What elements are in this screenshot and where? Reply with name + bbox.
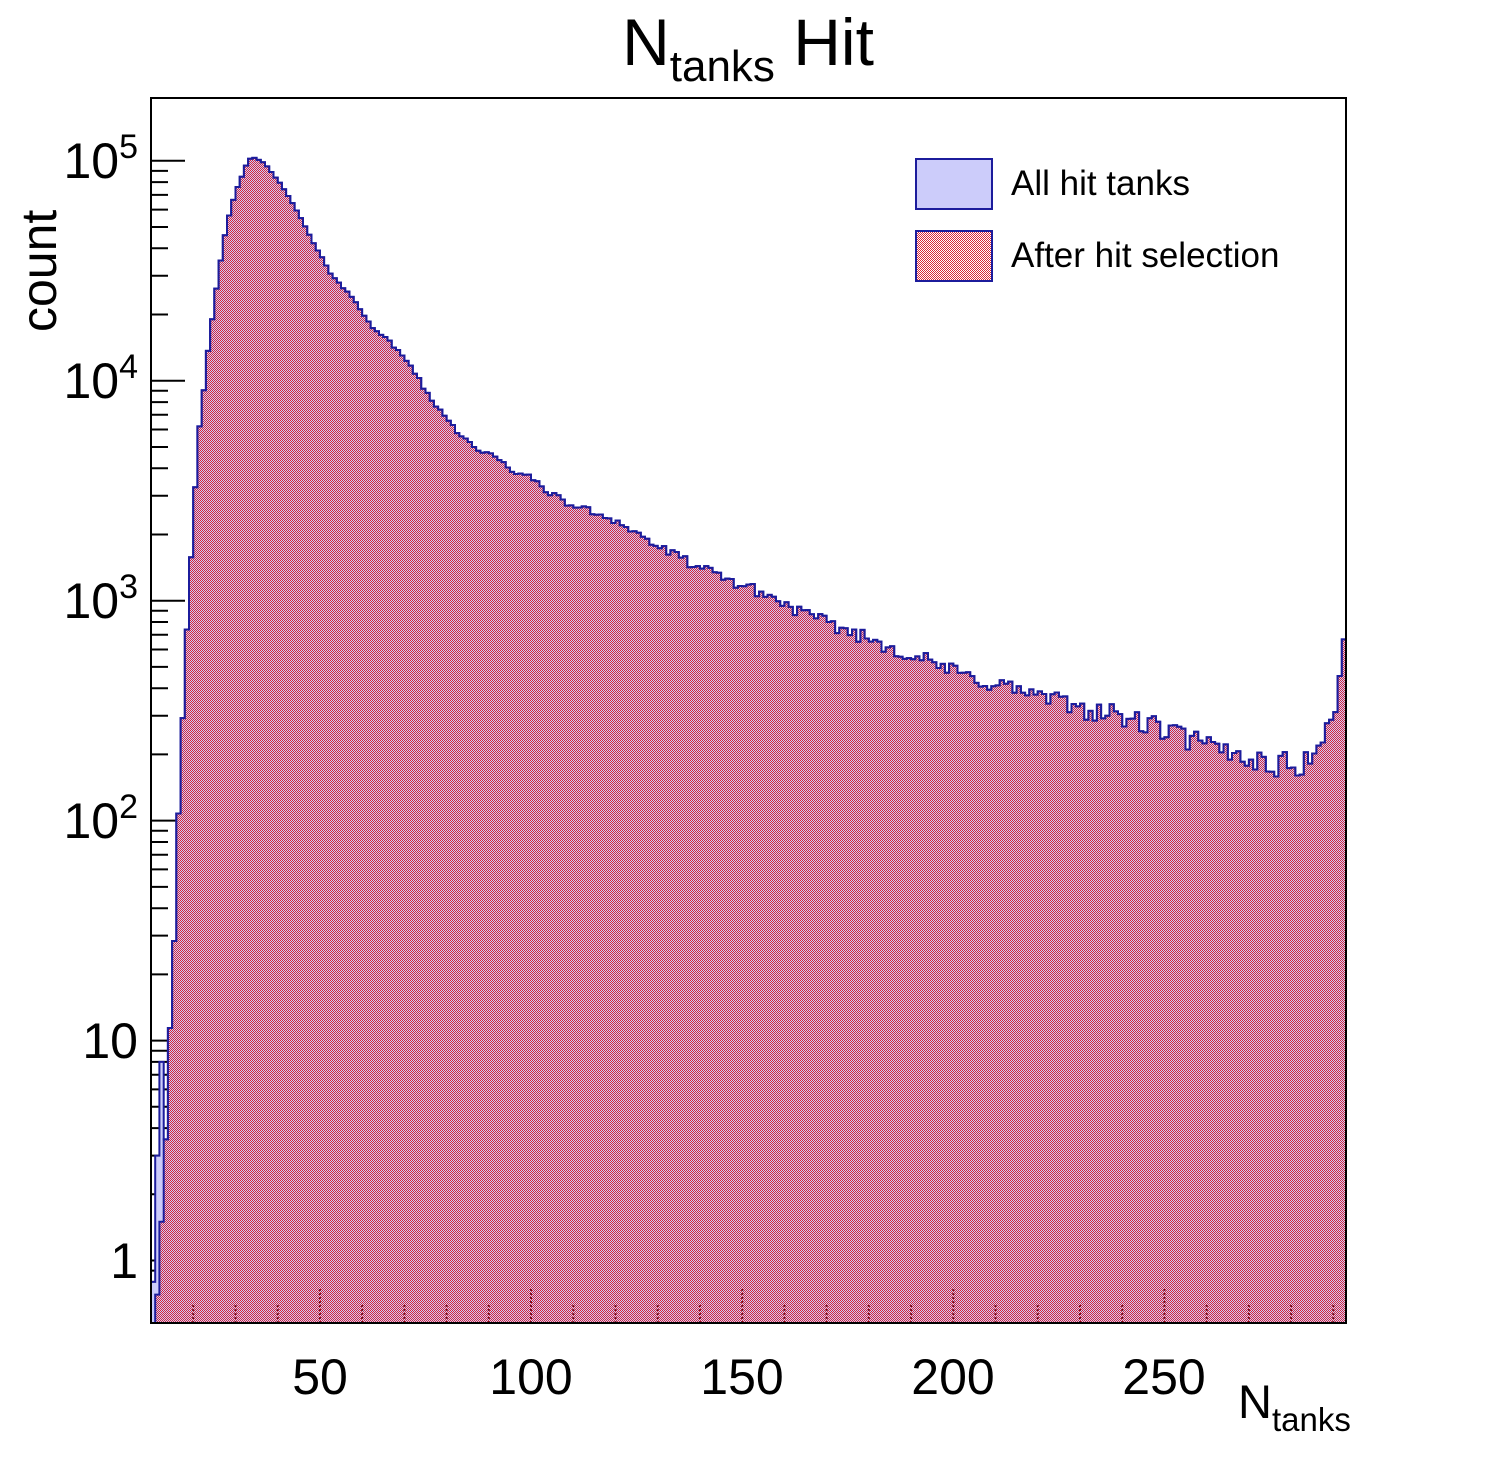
legend-swatch-checker [915, 230, 993, 282]
y-tick-label: 10 [82, 1013, 138, 1069]
y-tick-label: 102 [63, 788, 138, 849]
plot-title-rest: Hit [774, 5, 874, 79]
x-tick-label: 100 [489, 1349, 573, 1405]
x-tick-label: 150 [700, 1349, 784, 1405]
y-tick-label: 104 [63, 348, 138, 409]
plot-title-main: N [622, 5, 670, 79]
y-tick-label: 1 [110, 1233, 138, 1289]
x-tick-label: 250 [1122, 1349, 1206, 1405]
x-tick-label: 200 [911, 1349, 995, 1405]
legend-swatch-solid [915, 158, 993, 210]
plot-title: Ntanks Hit [0, 5, 1496, 91]
x-axis-ticks [192, 1287, 1335, 1323]
x-axis-title-subscript: tanks [1271, 1401, 1351, 1438]
y-axis-title: count [11, 209, 67, 332]
x-axis-title-main: N [1238, 1375, 1272, 1428]
legend-label-all-hit-tanks: All hit tanks [1011, 164, 1190, 203]
y-tick-label: 105 [63, 128, 138, 189]
plot-frame [150, 97, 1347, 1324]
y-tick-label: 103 [63, 568, 138, 629]
x-axis-title: Ntanks [1238, 1378, 1351, 1436]
histogram-after-hit-selection [151, 156, 1347, 1324]
x-tick-label: 50 [292, 1349, 348, 1405]
legend-label-after-hit-selection: After hit selection [1011, 236, 1280, 275]
plot-title-subscript: tanks [669, 42, 775, 91]
